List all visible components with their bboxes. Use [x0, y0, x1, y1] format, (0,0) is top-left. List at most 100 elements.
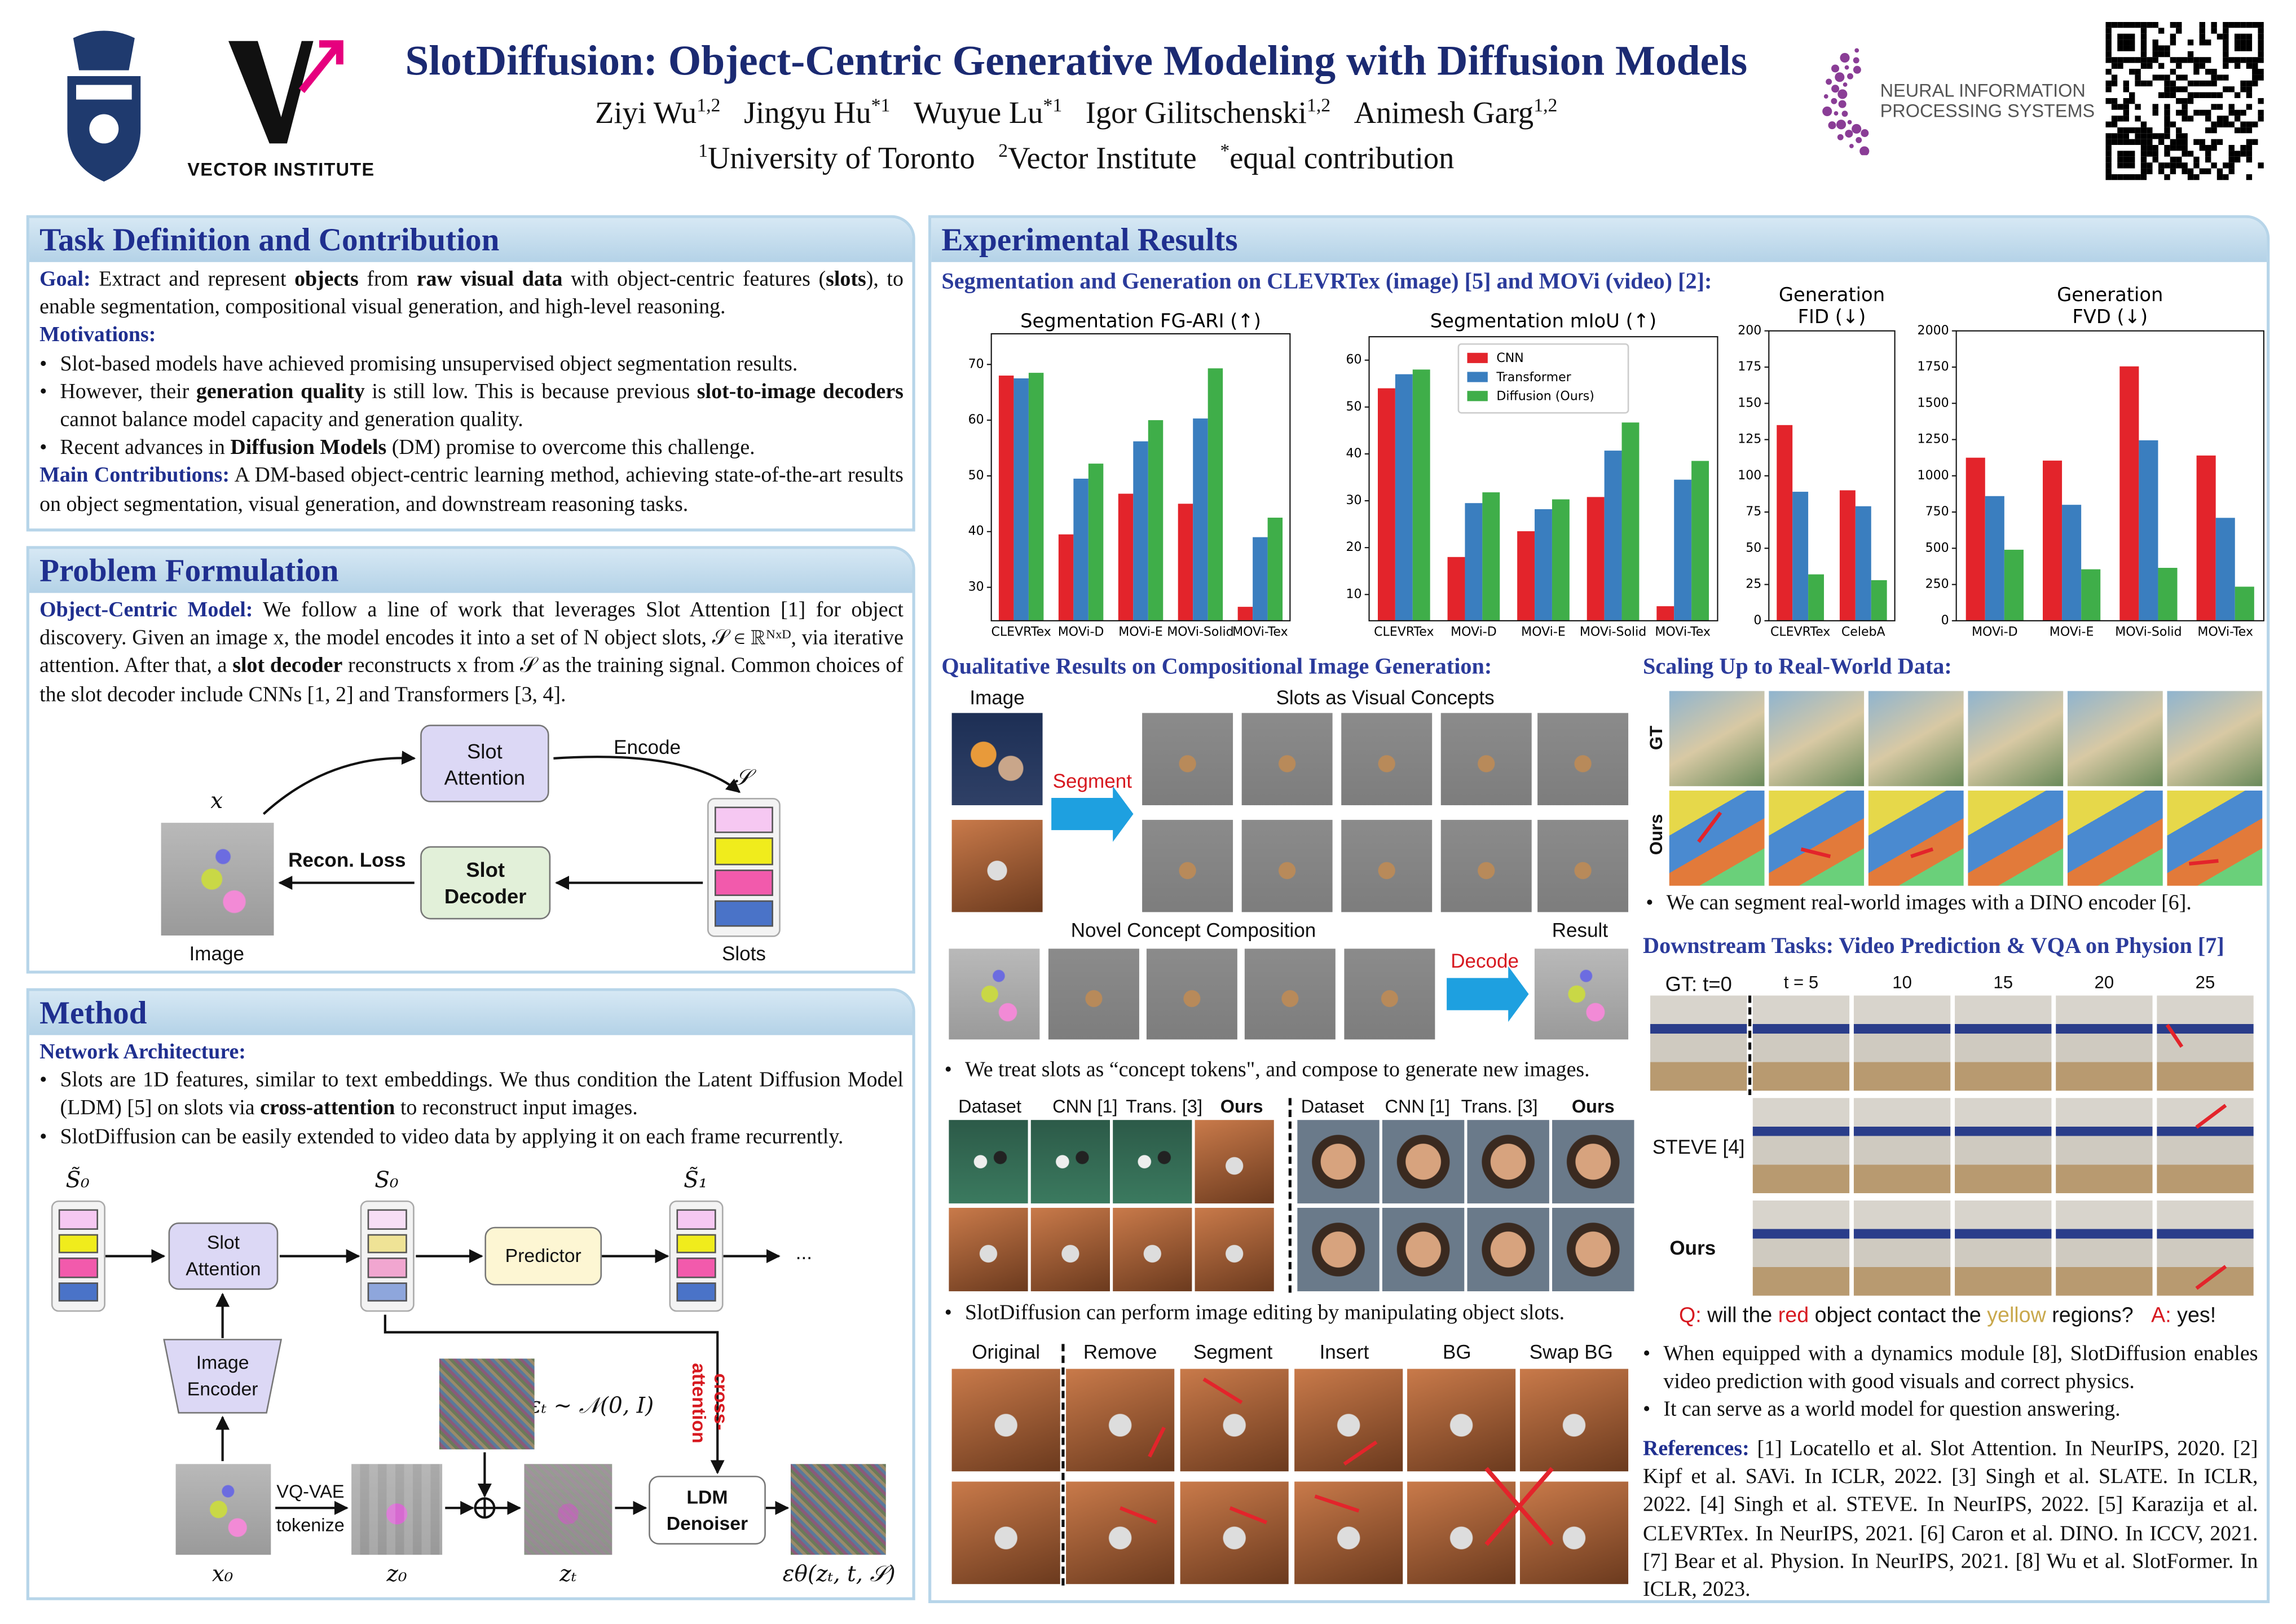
bar — [2139, 440, 2158, 621]
logo-dot — [1834, 111, 1839, 116]
qr-cell — [2216, 139, 2223, 145]
qr-cell — [2117, 156, 2123, 163]
qr-cell — [2147, 168, 2153, 174]
qr-cell — [2117, 33, 2123, 40]
text-run: A DM-based object-centric learning metho… — [39, 465, 904, 517]
legend-swatch — [1467, 391, 1488, 401]
qr-cell — [2182, 74, 2188, 81]
qr-cell — [2193, 69, 2200, 75]
row-label: STEVE [4] — [1652, 1136, 1745, 1158]
qr-cell — [2234, 39, 2241, 46]
qr-cell — [2240, 109, 2246, 116]
qr-cell — [2211, 121, 2217, 127]
affiliation-sup: * — [1220, 139, 1230, 161]
y-tick-label: 125 — [1738, 433, 1761, 447]
qr-cell — [2105, 86, 2112, 92]
qr-cell — [2170, 92, 2176, 98]
bar — [1253, 537, 1268, 621]
qr-cell — [2223, 45, 2229, 51]
column-label: CNN [1] — [1052, 1096, 1118, 1117]
neurips-logo — [1822, 48, 1870, 156]
qr-cell — [2140, 145, 2147, 151]
x-tick-label: MOVi-D — [1972, 625, 2018, 639]
panel-header: Method — [29, 991, 913, 1035]
qr-cell — [2164, 80, 2170, 87]
y-tick-label: 70 — [968, 357, 984, 371]
bar — [2081, 569, 2101, 621]
qr-cell — [2111, 139, 2118, 145]
image — [1669, 791, 1765, 886]
qr-cell — [2152, 151, 2158, 157]
qr-cell — [2164, 162, 2170, 169]
y-tick-label: 2000 — [1918, 324, 1949, 338]
bar — [1058, 534, 1074, 621]
qr-cell — [2246, 33, 2253, 40]
y-tick-label: 20 — [1346, 540, 1361, 554]
qr-cell — [2182, 162, 2188, 169]
bar — [1447, 557, 1465, 621]
bar — [2215, 518, 2235, 621]
qr-cell — [2117, 133, 2123, 139]
slot — [58, 1282, 98, 1302]
qr-cell — [2105, 21, 2112, 28]
qr-cell — [2164, 51, 2170, 58]
qr-cell — [2258, 33, 2264, 40]
text-run: Extract and represent — [90, 268, 295, 292]
qr-cell — [2158, 63, 2165, 69]
qr-cell — [2158, 133, 2165, 139]
bullet: It can serve as a world model for questi… — [1643, 1397, 2258, 1426]
image — [1534, 948, 1629, 1040]
qr-cell — [2193, 80, 2200, 87]
image — [1537, 713, 1629, 805]
references-label: References: — [1643, 1437, 1749, 1462]
qr-cell — [2123, 57, 2130, 63]
chart-title: Generation — [2057, 284, 2163, 306]
qr-cell — [2199, 109, 2206, 116]
image — [1113, 1120, 1192, 1204]
qr-cell — [2228, 21, 2235, 28]
bar — [1517, 531, 1535, 621]
qa-label: A: — [2151, 1304, 2171, 1328]
image — [2056, 1200, 2153, 1296]
annotation-arrow — [2195, 1265, 2227, 1290]
qr-cell — [2170, 86, 2176, 92]
bar — [1178, 504, 1193, 621]
qr-cell — [2105, 80, 2112, 87]
qr-cell — [2176, 21, 2182, 28]
qr-cell — [2205, 116, 2211, 122]
qr-cell — [2176, 63, 2182, 69]
annotation-arrow — [1202, 1377, 1243, 1405]
qr-cell — [2223, 121, 2229, 127]
text-block: Goal: Extract and represent objects from… — [39, 267, 904, 520]
qr-cell — [2216, 33, 2223, 40]
qr-cell — [2140, 156, 2147, 163]
qr-cell — [2211, 145, 2217, 151]
qr-cell — [2252, 74, 2258, 81]
qr-cell — [2187, 98, 2194, 104]
image — [1752, 1098, 1850, 1193]
qr-cell — [2252, 63, 2258, 69]
qr-cell — [2240, 21, 2246, 28]
qr-cell — [2170, 39, 2176, 46]
qr-cell — [2111, 57, 2118, 63]
image — [1195, 1207, 1274, 1291]
image — [1341, 713, 1433, 805]
qr-cell — [2234, 116, 2241, 122]
qr-cell — [2135, 127, 2141, 134]
author: Animesh Garg1,2 — [1354, 94, 1558, 130]
x-tick-label: MOVi-D — [1058, 625, 1104, 639]
bar — [1133, 441, 1148, 621]
author: Ziyi Wu1,2 — [595, 94, 720, 130]
panel: Problem Formulation — [26, 546, 915, 974]
qr-cell — [2187, 39, 2194, 46]
image — [1066, 1481, 1175, 1585]
qr-cell — [2223, 28, 2229, 34]
diagram-label: Encode — [614, 736, 681, 758]
y-tick-label: 50 — [1346, 400, 1361, 414]
qr-cell — [2205, 127, 2211, 134]
qr-cell — [2205, 145, 2211, 151]
bullet: Recent advances in Diffusion Models (DM)… — [39, 435, 904, 464]
bar — [1871, 580, 1887, 621]
arrow-label: Decode — [1451, 950, 1519, 972]
qr-cell — [2187, 80, 2194, 87]
